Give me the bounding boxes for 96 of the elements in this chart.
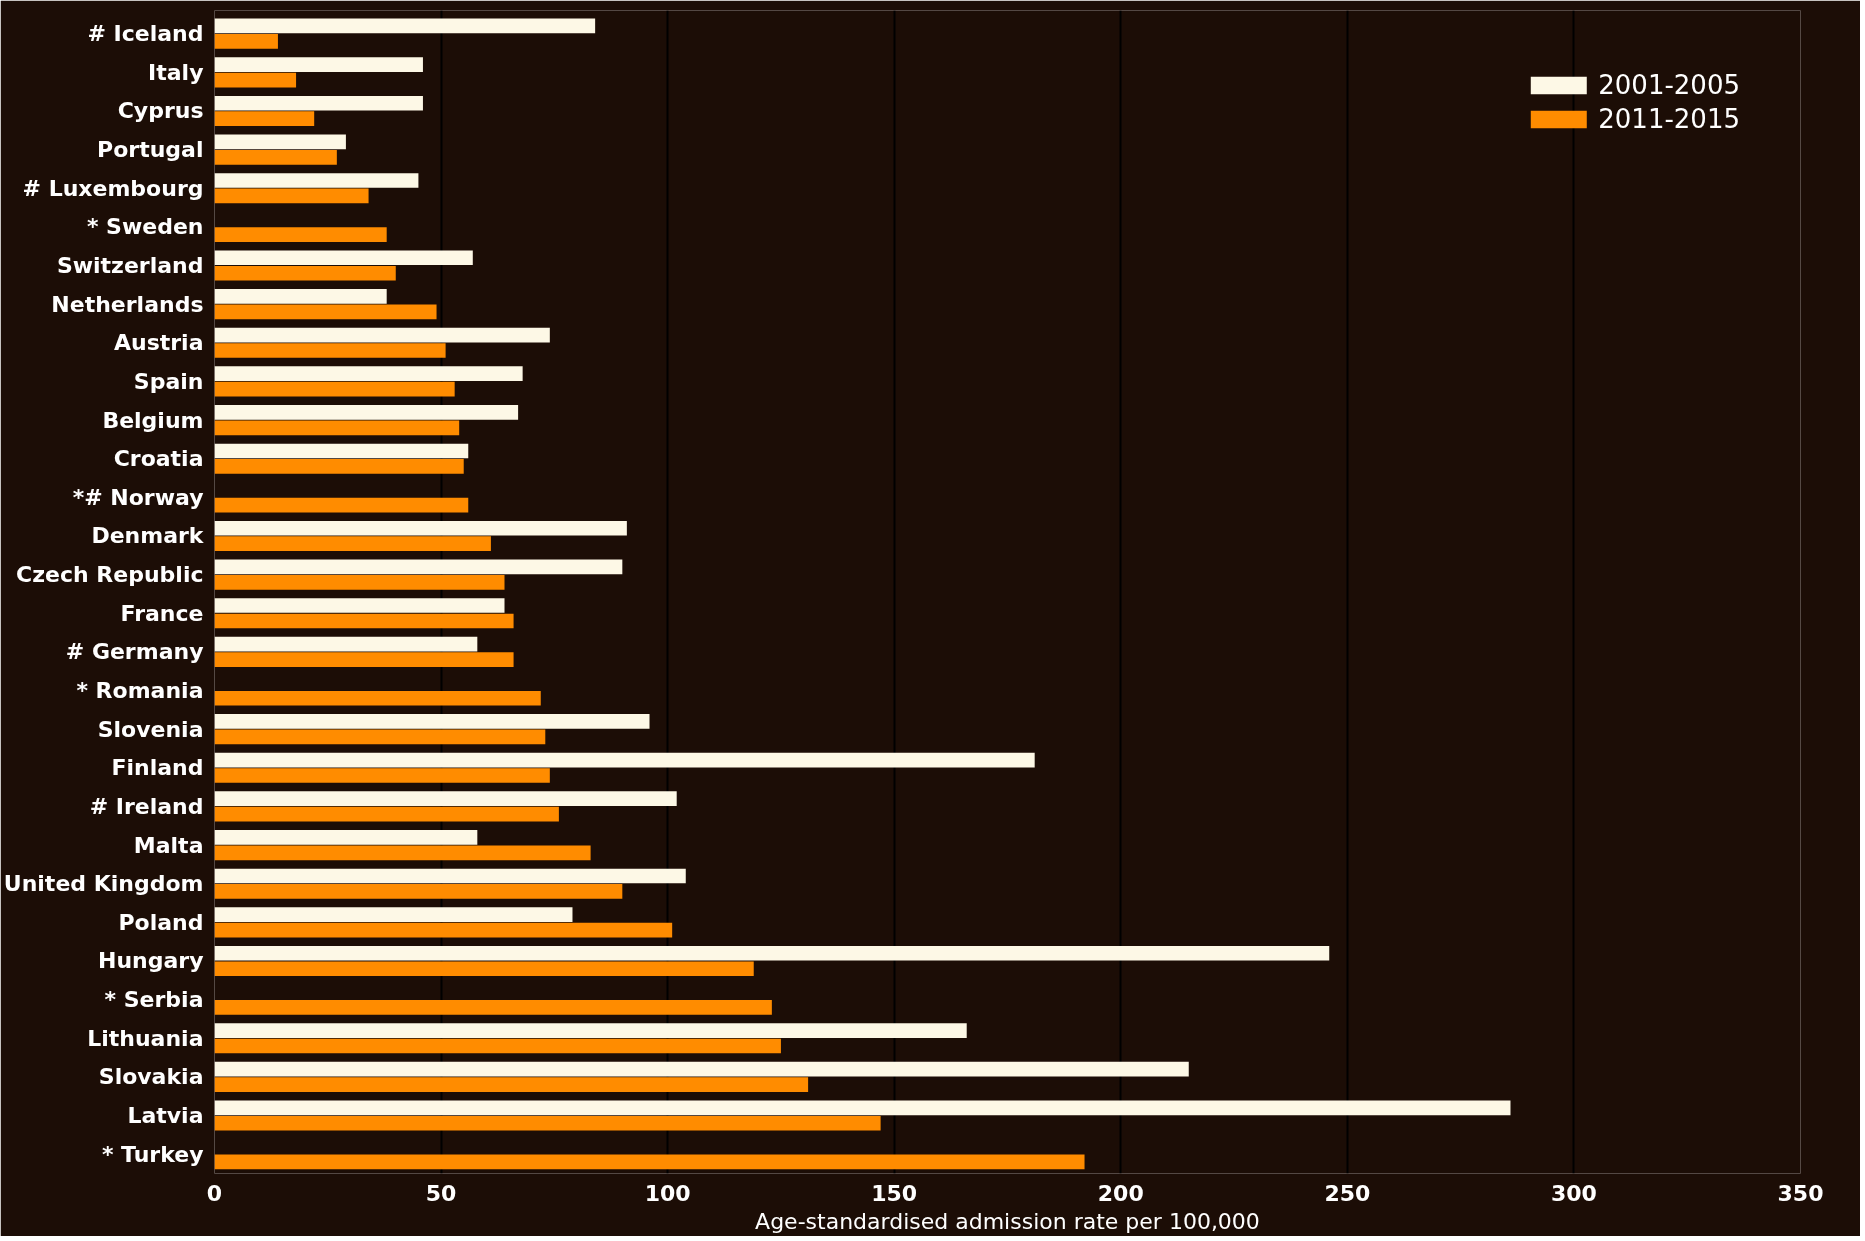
bar <box>214 636 478 652</box>
bar <box>214 1154 1085 1170</box>
bar <box>214 1077 809 1092</box>
y-tick-label: Finland <box>111 755 204 781</box>
bar <box>214 575 505 590</box>
bar <box>214 188 369 204</box>
y-tick-label: Netherlands <box>51 291 204 317</box>
bar <box>214 289 387 304</box>
y-tick-label: Slovakia <box>98 1064 204 1090</box>
y-tick-label: * Romania <box>76 678 204 704</box>
bar <box>214 1000 772 1015</box>
y-tick-label: Portugal <box>97 137 204 163</box>
bar <box>214 613 514 629</box>
y-tick-label: Slovenia <box>97 716 204 742</box>
bar <box>214 652 514 667</box>
y-tick-label: Denmark <box>91 523 205 549</box>
bar <box>214 327 550 343</box>
bar <box>214 57 423 72</box>
bar <box>214 884 623 899</box>
bar <box>214 227 387 242</box>
y-tick-label: Switzerland <box>56 253 204 279</box>
bar <box>214 497 469 513</box>
x-tick-label: 250 <box>1324 1180 1371 1206</box>
x-tick-label: 50 <box>425 1180 457 1206</box>
y-tick-label: Czech Republic <box>16 562 204 588</box>
bar <box>214 459 464 474</box>
bar <box>214 404 519 420</box>
x-tick-label: 100 <box>644 1180 691 1206</box>
y-tick-label: United Kingdom <box>3 871 204 897</box>
y-tick-label: Malta <box>133 832 204 858</box>
bar <box>214 690 541 706</box>
y-tick-label: # Iceland <box>87 21 204 47</box>
bar <box>214 34 278 49</box>
bar <box>214 806 559 822</box>
x-axis-title: Age-standardised admission rate per 100,000 <box>755 1208 1260 1234</box>
bar <box>214 1038 781 1054</box>
bar <box>214 729 546 745</box>
bar <box>214 1061 1189 1077</box>
x-tick-label: 0 <box>206 1180 223 1206</box>
bar <box>214 845 591 861</box>
y-tick-label: * Turkey <box>101 1141 204 1167</box>
bar <box>214 922 673 938</box>
x-tick-label: 150 <box>871 1180 918 1206</box>
bar <box>214 173 419 188</box>
y-tick-label: * Serbia <box>104 987 204 1013</box>
bar <box>214 536 491 552</box>
y-tick-label: Spain <box>133 368 204 394</box>
bar <box>214 791 677 807</box>
bar <box>214 961 754 977</box>
bar <box>214 250 473 266</box>
bar <box>214 945 1330 961</box>
bar <box>214 1023 967 1038</box>
bar <box>214 1100 1511 1116</box>
y-tick-label: France <box>120 600 204 626</box>
bar <box>214 72 297 88</box>
bar <box>214 366 523 382</box>
bar <box>214 752 1035 768</box>
y-tick-label: *# Norway <box>72 484 204 510</box>
legend-label: 2001-2005 <box>1598 70 1740 100</box>
bar <box>214 598 505 613</box>
legend-label: 2011-2015 <box>1598 104 1740 134</box>
y-tick-label: # Ireland <box>89 793 204 819</box>
bar <box>214 265 396 281</box>
bar <box>214 343 446 358</box>
y-tick-label: Latvia <box>127 1103 204 1129</box>
bar <box>214 907 573 922</box>
y-tick-label: Croatia <box>113 446 204 472</box>
y-tick-label: Belgium <box>102 407 204 433</box>
bar <box>214 559 623 575</box>
y-tick-label: # Germany <box>65 639 204 665</box>
y-tick-label: # Luxembourg <box>22 175 204 201</box>
bar <box>214 520 627 536</box>
bar <box>214 868 686 884</box>
x-tick-label: 200 <box>1097 1180 1144 1206</box>
y-tick-label: Italy <box>148 59 204 85</box>
bar <box>214 420 460 436</box>
y-tick-label: Hungary <box>97 948 204 974</box>
y-tick-label: * Sweden <box>86 214 204 240</box>
bar <box>214 768 550 783</box>
bar <box>214 18 596 34</box>
y-tick-label: Lithuania <box>87 1025 204 1051</box>
bar <box>214 134 346 150</box>
bar <box>214 304 437 320</box>
x-tick-label: 350 <box>1777 1180 1824 1206</box>
bar <box>214 149 337 165</box>
y-tick-label: Poland <box>118 909 204 935</box>
y-tick-label: Cyprus <box>117 98 204 124</box>
x-tick-label: 300 <box>1550 1180 1597 1206</box>
bar <box>214 830 478 845</box>
bar <box>214 381 455 397</box>
y-tick-label: Austria <box>113 330 204 356</box>
bar <box>214 1115 881 1131</box>
bar <box>214 111 315 127</box>
bar <box>214 714 650 729</box>
bar <box>214 443 469 459</box>
bar <box>214 95 423 111</box>
